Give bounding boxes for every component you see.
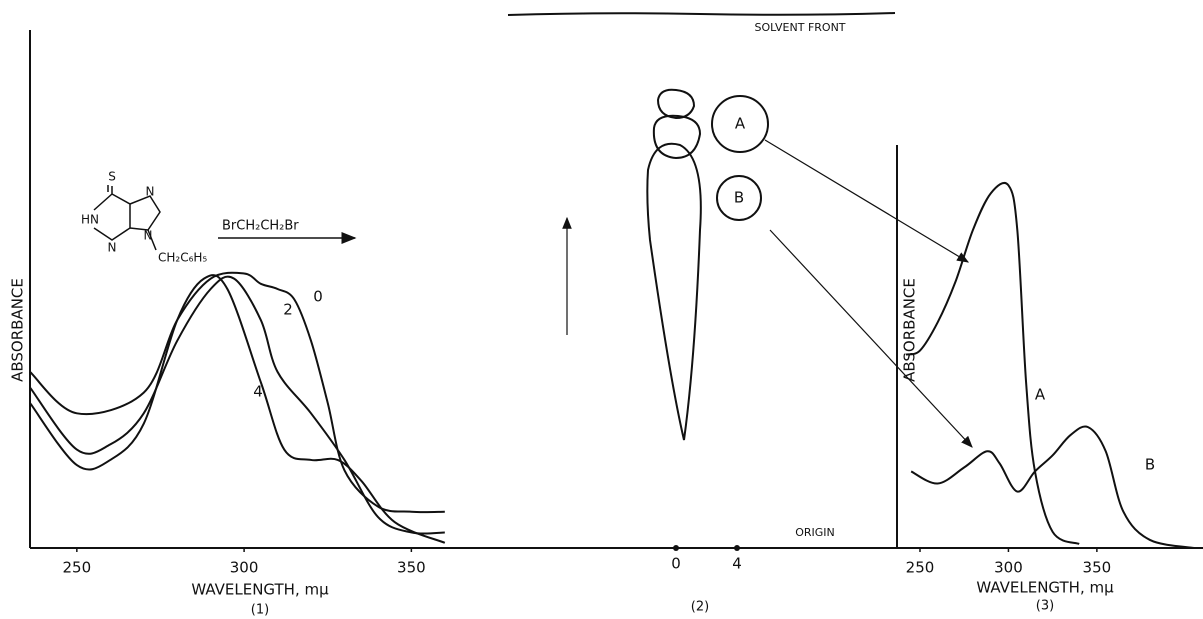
series-label: 4	[253, 383, 263, 401]
solvent-front-line	[508, 13, 895, 15]
x-axis-label: WAVELENGTH, mμ	[191, 581, 329, 599]
atom: CH₂C₆H₅	[158, 251, 207, 265]
x-tick-label: 350	[397, 559, 426, 577]
atom: N	[108, 241, 117, 255]
curve	[906, 183, 1079, 544]
x-tick-label: 300	[230, 559, 259, 577]
caption: (1)	[251, 603, 269, 618]
solvent-front: SOLVENT FRONT	[754, 21, 845, 34]
x-axis-label: WAVELENGTH, mμ	[976, 579, 1114, 597]
pointer-arrow	[765, 140, 968, 262]
x-tick-label: 250	[63, 559, 92, 577]
atom: S	[108, 170, 116, 184]
series-label: B	[1145, 456, 1155, 474]
spot-label: B	[734, 189, 744, 207]
origin-dot	[734, 545, 740, 551]
series-label: A	[1035, 386, 1046, 404]
atom: HN	[81, 213, 99, 227]
origin-dot	[673, 545, 679, 551]
spot	[654, 116, 700, 158]
lane-label: 0	[671, 555, 681, 573]
curve	[30, 275, 445, 543]
figure: ABSORBANCE ABSORBANCE WAVELENGTH, mμ (1)…	[0, 0, 1203, 619]
spot	[658, 90, 694, 118]
spot-label: A	[735, 115, 746, 133]
curve	[30, 273, 445, 512]
curve	[911, 426, 1194, 548]
y-axis-label: ABSORBANCE	[9, 278, 27, 382]
caption: (2)	[691, 600, 709, 615]
series-label: 0	[313, 288, 323, 306]
y-axis-label: ABSORBANCE	[901, 278, 919, 382]
atom: N	[146, 185, 155, 199]
atom: N	[144, 229, 153, 243]
spot	[647, 144, 701, 440]
reagent: BrCH₂CH₂Br	[222, 219, 299, 234]
series-label: 2	[283, 301, 293, 319]
pointer-arrow	[770, 230, 972, 447]
caption: (3)	[1036, 599, 1054, 614]
x-tick-label: 350	[1083, 559, 1112, 577]
origin: ORIGIN	[795, 526, 835, 539]
x-tick-label: 300	[994, 559, 1023, 577]
lane-label: 4	[732, 555, 742, 573]
x-tick-label: 250	[906, 559, 935, 577]
